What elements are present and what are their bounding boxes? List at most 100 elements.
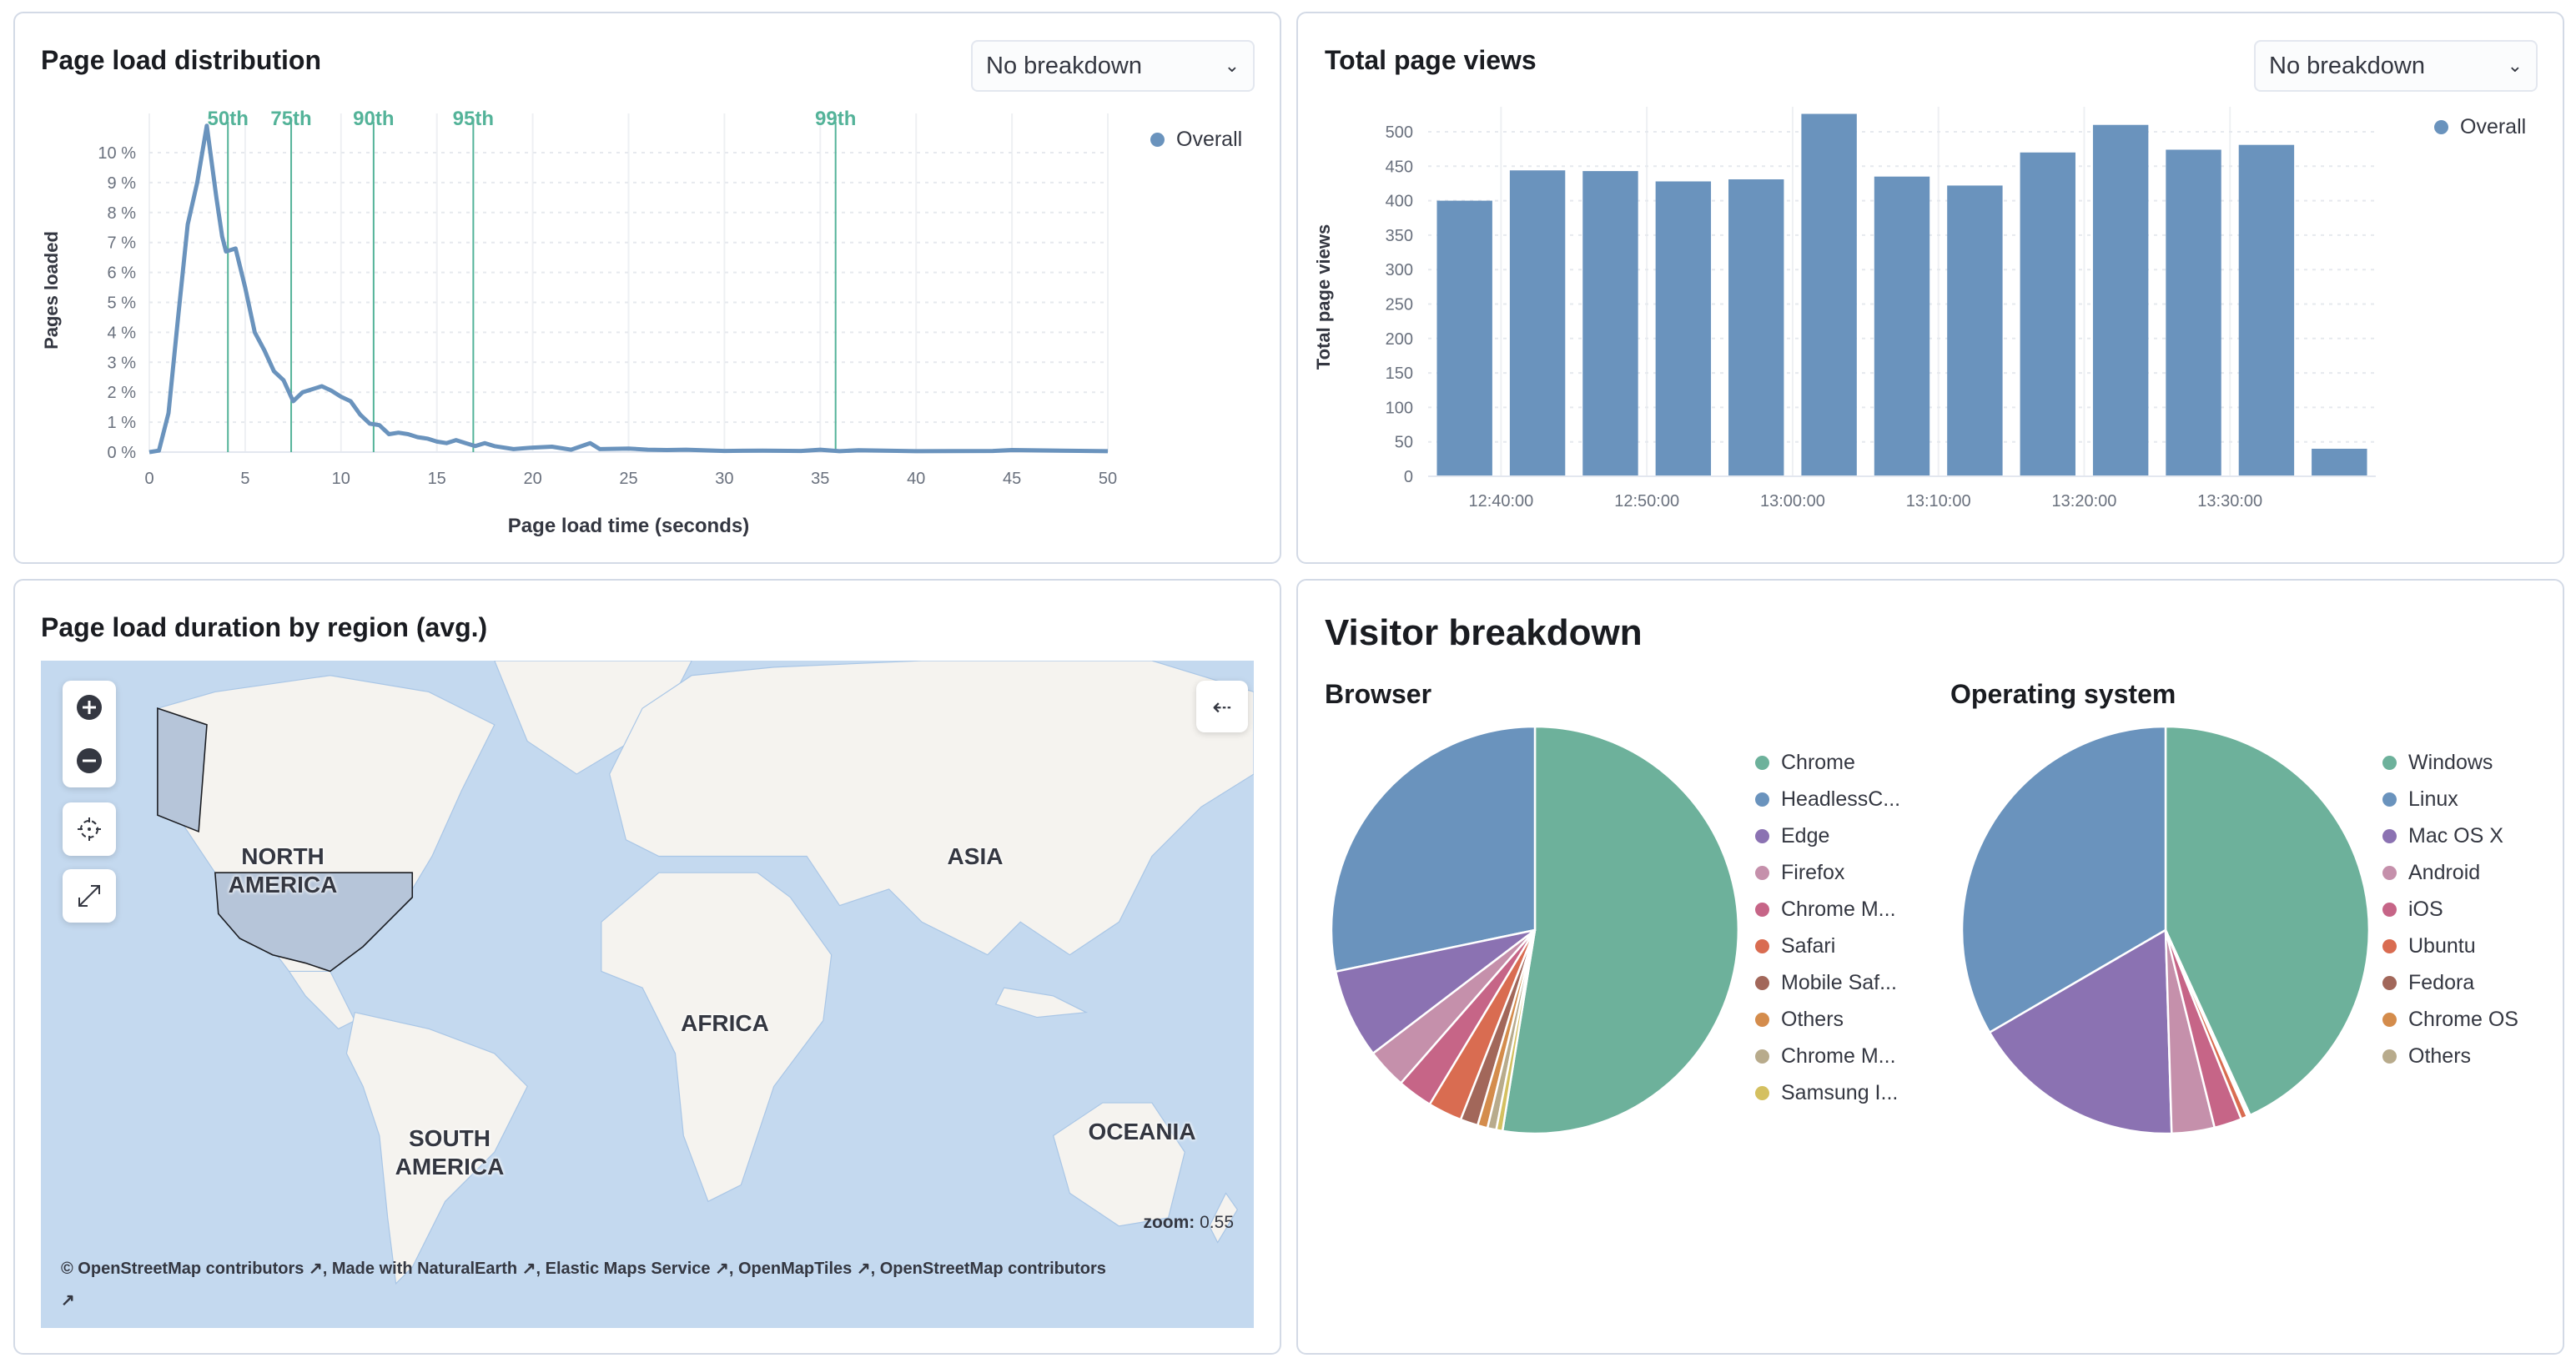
attribution-link[interactable]: Elastic Maps Service: [545, 1260, 711, 1278]
locate-button[interactable]: [63, 802, 116, 856]
legend-item[interactable]: Mobile Saf...: [1755, 964, 1900, 1001]
bar-13:00:00: [1801, 113, 1857, 477]
legend-label: Firefox: [1781, 860, 1845, 884]
x-tick-label: 10: [332, 470, 350, 488]
zoom-out-button[interactable]: [77, 748, 102, 773]
legend-item[interactable]: Samsung I...: [1755, 1074, 1900, 1111]
legend-item[interactable]: Safari: [1755, 928, 1900, 964]
attribution-link[interactable]: OpenStreetMap contributors: [879, 1260, 1106, 1278]
browser-title: Browser: [1325, 679, 1432, 709]
bar-12:45:00: [1582, 171, 1638, 476]
map-label-north-america: NORTH AMERICA: [228, 843, 338, 898]
map-label-africa: AFRICA: [681, 1010, 769, 1036]
legend-item[interactable]: Android: [2382, 854, 2518, 891]
legend-item[interactable]: Firefox: [1755, 854, 1900, 891]
y-tick-label: 0 %: [108, 444, 137, 462]
legend-label: Overall: [2460, 115, 2527, 138]
legend-item[interactable]: HeadlessC...: [1755, 781, 1900, 817]
y-tick-label: 1 %: [108, 414, 137, 432]
pie-slice-headlessc-: [1330, 725, 1537, 973]
legend-dot: [1755, 828, 1769, 843]
legend-item[interactable]: Windows: [2382, 744, 2518, 781]
legend-label: iOS: [2408, 897, 2443, 921]
legend-label: Safari: [1781, 933, 1836, 958]
y-tick-label: 8 %: [108, 204, 137, 223]
map-label-south-america: SOUTH AMERICA: [395, 1125, 505, 1179]
legend-item[interactable]: Edge: [1755, 817, 1900, 854]
africa-land: [601, 872, 833, 1203]
legend-item[interactable]: iOS: [2382, 891, 2518, 928]
total-page-views-panel: Total page views No breakdown ⌄ 0 50 100 15…: [1296, 12, 2564, 564]
legend-item[interactable]: Chrome OS: [2382, 1001, 2518, 1038]
pie-slice-linux: [1960, 725, 2167, 1034]
x-tick-label: 50: [1099, 470, 1117, 488]
legend-item[interactable]: Overall: [2434, 115, 2526, 139]
greenland: [494, 661, 692, 775]
legend-item[interactable]: Others: [2382, 1038, 2518, 1074]
bar-13:30:00: [2238, 144, 2295, 476]
y-tick-label: 6 %: [108, 264, 137, 283]
browser-legend: Chrome HeadlessC... Edge Firefox Chrome M...…: [1755, 744, 1900, 1111]
legend-label: Edge: [1781, 823, 1830, 847]
zoom-value: 0.55: [1200, 1213, 1234, 1232]
external-link-icon: ↗: [856, 1260, 871, 1278]
collapse-layers-icon: ⇠: [1212, 693, 1232, 720]
legend-dot: [2382, 828, 2397, 843]
legend-item[interactable]: Others: [1755, 1001, 1900, 1038]
attribution-link[interactable]: Made with NaturalEarth: [331, 1260, 518, 1278]
layers-toggle-button[interactable]: ⇠: [1196, 681, 1248, 732]
bar-12:35:00: [1436, 200, 1492, 476]
map-canvas[interactable]: NORTH AMERICA ASIA AFRICA SOUTH AMERICA …: [41, 661, 1254, 1328]
y-tick-label: 7 %: [108, 234, 137, 253]
legend-item[interactable]: Chrome M...: [1755, 1038, 1900, 1074]
legend-item[interactable]: Chrome: [1755, 744, 1900, 781]
legend-item[interactable]: Chrome M...: [1755, 891, 1900, 928]
y-tick-label: 50: [1395, 434, 1413, 452]
fullscreen-button[interactable]: [63, 869, 116, 923]
x-tick-label: 20: [523, 470, 541, 488]
south-america-land: [345, 1011, 528, 1285]
australia-land: [1052, 1102, 1185, 1227]
expand-icon: [78, 885, 100, 907]
percentile-label: 95th: [453, 108, 494, 130]
legend-item[interactable]: Fedora: [2382, 964, 2518, 1001]
legend-dot: [1150, 133, 1165, 147]
legend-label: Mobile Saf...: [1781, 970, 1897, 994]
x-tick-label: 25: [619, 470, 637, 488]
x-tick-label: 13:20:00: [2052, 492, 2117, 510]
legend-dot: [1755, 755, 1769, 770]
zoom-in-button[interactable]: [77, 695, 102, 720]
legend-dot: [1755, 1085, 1769, 1100]
x-tick-label: 40: [907, 470, 925, 488]
panel-title: Page load duration by region (avg.): [41, 612, 488, 642]
legend-dot: [2434, 120, 2448, 134]
attribution-link[interactable]: © OpenStreetMap contributors: [61, 1260, 304, 1278]
world-map: [157, 661, 1254, 1285]
percentile-label: 99th: [815, 108, 856, 130]
zoom-readout: zoom: 0.55: [1143, 1213, 1234, 1233]
y-tick-label: 9 %: [108, 174, 137, 193]
chevron-down-icon: ⌄: [2507, 55, 2523, 76]
attribution-link[interactable]: OpenMapTiles: [737, 1260, 853, 1278]
legend-label: Samsung I...: [1781, 1080, 1899, 1104]
breakdown-select[interactable]: No breakdown ⌄: [971, 40, 1255, 92]
bar-12:55:00: [1728, 179, 1784, 476]
breakdown-select[interactable]: No breakdown ⌄: [2254, 40, 2538, 92]
y-tick-label: 0: [1404, 468, 1413, 486]
x-tick-label: 45: [1003, 470, 1021, 488]
legend-item[interactable]: Mac OS X: [2382, 817, 2518, 854]
x-tick-label: 13:30:00: [2197, 492, 2262, 510]
legend-label: Mac OS X: [2408, 823, 2503, 847]
x-tick-label: 12:50:00: [1614, 492, 1679, 510]
legend-item[interactable]: Ubuntu: [2382, 928, 2518, 964]
legend-dot: [1755, 865, 1769, 880]
bar-13:05:00: [1874, 176, 1930, 476]
chevron-down-icon: ⌄: [1224, 55, 1240, 76]
os-legend: Windows Linux Mac OS X Android iOS Ubuntu Fedo…: [2382, 744, 2518, 1074]
legend-label: Overall: [1176, 128, 1243, 151]
legend-item[interactable]: Linux: [2382, 781, 2518, 817]
bar-12:50:00: [1655, 181, 1712, 477]
legend-item[interactable]: Overall: [1150, 128, 1242, 152]
panel-title: Visitor breakdown: [1325, 612, 1643, 653]
legend-label: Chrome: [1781, 750, 1855, 774]
